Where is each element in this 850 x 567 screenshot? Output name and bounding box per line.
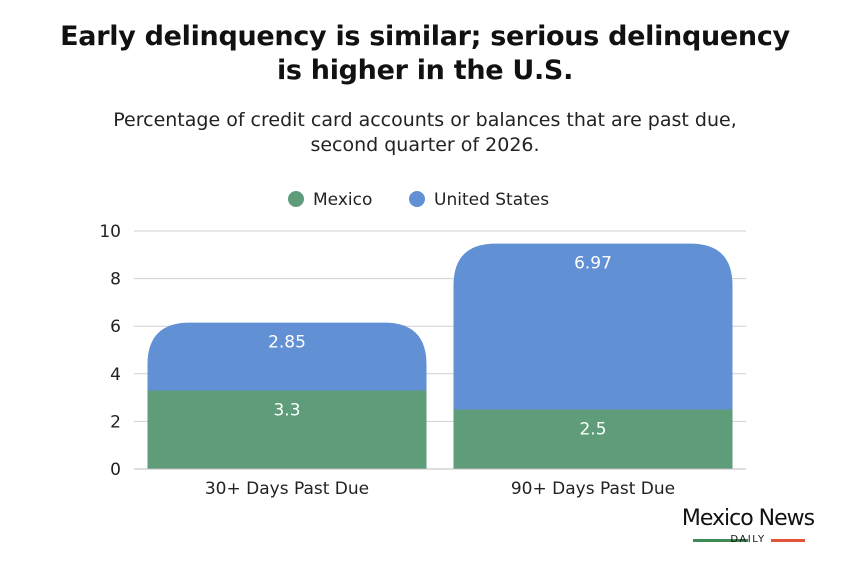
mexico-news-daily-logo: Mexico News DAILY [668, 506, 828, 550]
logo-wordmark: Mexico News [681, 506, 815, 531]
y-tick-label: 4 [110, 365, 121, 385]
y-tick-label: 2 [110, 412, 121, 432]
chart-title: Early delinquency is similar; serious de… [0, 20, 850, 88]
chart-title-line-2: is higher in the U.S. [276, 55, 574, 86]
chart-subtitle-line-2: second quarter of 2026. [310, 134, 540, 156]
y-tick-label: 6 [110, 317, 121, 337]
chart-subtitle: Percentage of credit card accounts or ba… [0, 108, 850, 158]
chart-subtitle-line-1: Percentage of credit card accounts or ba… [113, 109, 737, 131]
x-tick-label: 30+ Days Past Due [205, 479, 369, 499]
x-tick-label: 90+ Days Past Due [511, 479, 675, 499]
bar-mexico-2 [453, 409, 733, 469]
logo-green-line [693, 539, 748, 542]
legend-label: Mexico [313, 190, 372, 210]
y-tick-label: 10 [99, 222, 121, 242]
legend-label: United States [434, 190, 549, 210]
bar-united-states-2 [453, 243, 733, 410]
data-label: 2.85 [268, 333, 306, 353]
y-tick-label: 8 [110, 270, 121, 290]
data-label: 6.97 [574, 254, 612, 274]
data-label: 3.3 [273, 400, 300, 420]
y-tick-label: 0 [110, 460, 121, 480]
data-label: 2.5 [579, 420, 606, 440]
bar-united-states-1 [147, 322, 427, 391]
logo-red-line [771, 539, 805, 542]
chart-title-line-1: Early delinquency is similar; serious de… [60, 21, 790, 52]
bar-mexico-1 [147, 390, 427, 469]
legend-marker-mexico [288, 191, 304, 207]
legend-marker-united-states [409, 191, 425, 207]
logo-subtext: DAILY [730, 534, 766, 545]
